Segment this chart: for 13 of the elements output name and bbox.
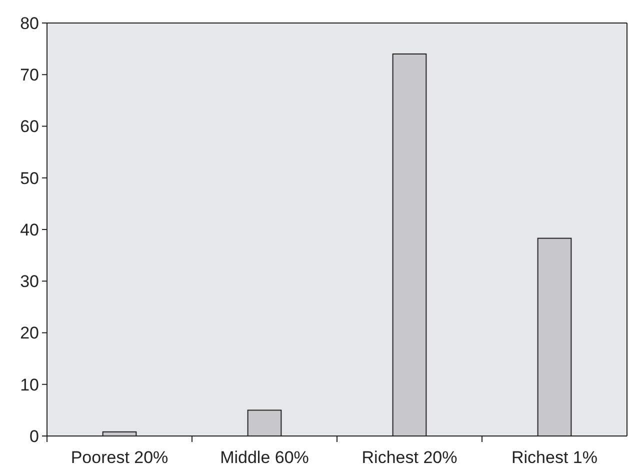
y-tick-label: 0 <box>30 426 39 446</box>
x-tick-label: Middle 60% <box>220 448 309 467</box>
x-tick-label: Richest 20% <box>362 448 458 467</box>
y-tick-label: 50 <box>20 168 39 188</box>
x-tick-label: Poorest 20% <box>70 448 168 467</box>
x-tick-label: Richest 1% <box>512 448 598 467</box>
y-tick-label: 60 <box>20 117 39 136</box>
y-tick-label: 40 <box>20 220 39 240</box>
y-tick-label: 20 <box>20 324 39 343</box>
y-tick-label: 70 <box>20 66 39 85</box>
y-tick-label: 10 <box>20 375 39 394</box>
y-tick-label: 30 <box>20 272 39 292</box>
y-tick-label: 80 <box>20 14 39 33</box>
